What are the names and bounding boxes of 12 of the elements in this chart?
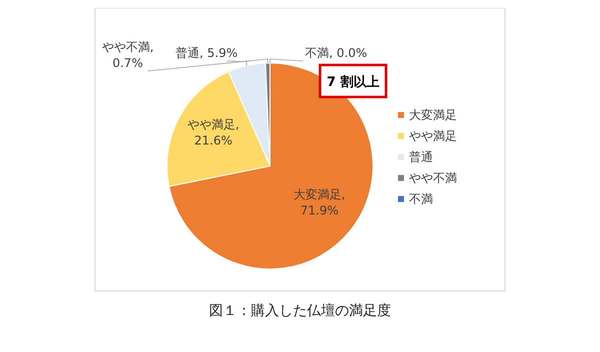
data-label: 普通, 5.9% (176, 46, 238, 60)
legend-label: やや不満 (409, 171, 457, 185)
legend-label: 不満 (409, 192, 433, 206)
legend-label: やや満足 (409, 129, 457, 143)
text: 不満, 0.0% (305, 46, 368, 60)
legend-label: 大変満足 (409, 108, 457, 122)
data-label: やや満足, 21.6% (187, 118, 240, 148)
legend-label: 普通 (409, 150, 433, 164)
text: 7 割以上 (326, 74, 380, 90)
data-label: 大変満足, 71.9% (294, 187, 346, 218)
data-label: やや不満, 0.7% (102, 40, 154, 70)
text: 図１：購入した仏壇の満足度 (209, 303, 391, 319)
